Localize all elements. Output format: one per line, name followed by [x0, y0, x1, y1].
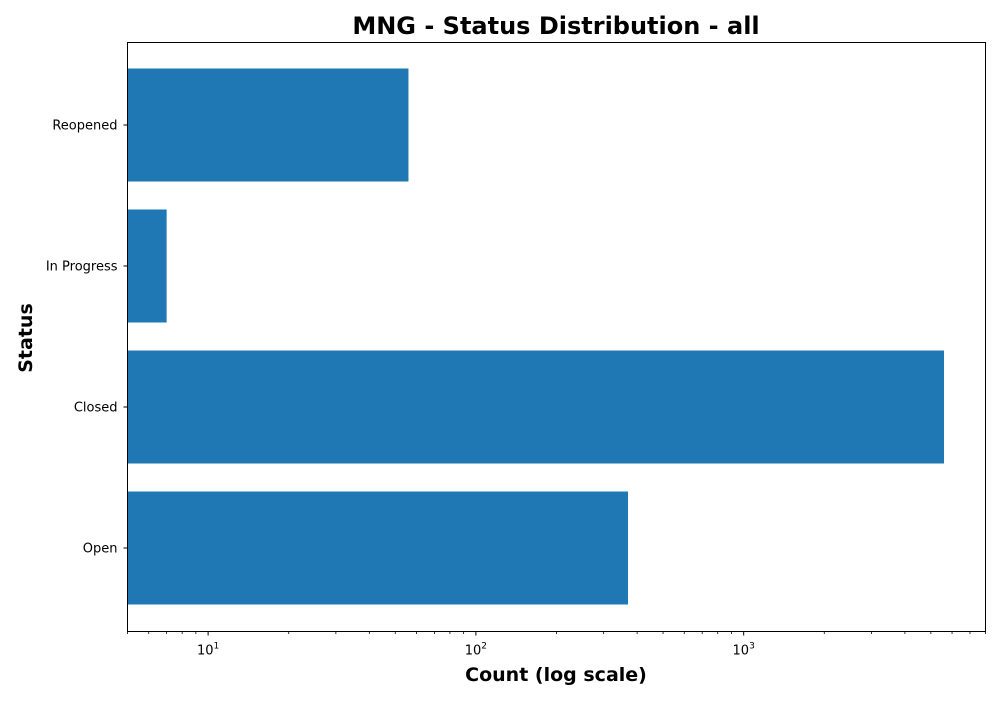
bars-group: [127, 68, 945, 605]
x-tick-label: 102: [465, 642, 487, 659]
chart-title: MNG - Status Distribution - all: [352, 12, 759, 40]
y-axis-label: Status: [15, 303, 37, 373]
y-tick-label-closed: Closed: [74, 401, 118, 416]
y-ticks-group: Open Closed In Progress Reopened: [46, 119, 128, 557]
bar-open: [127, 491, 629, 605]
y-tick-label-reopened: Reopened: [52, 119, 117, 134]
bar-closed: [127, 350, 945, 464]
bar-in-progress: [127, 209, 167, 323]
x-tick-label: 103: [733, 642, 755, 659]
x-ticks-group: 101 102 103: [127, 631, 986, 659]
plot-frame: [127, 42, 986, 632]
x-axis-label: Count (log scale): [465, 664, 647, 686]
y-tick-label-open: Open: [83, 542, 118, 557]
x-tick-label: 101: [197, 642, 219, 659]
bar-reopened: [127, 68, 409, 182]
y-tick-label-in-progress: In Progress: [46, 260, 118, 275]
